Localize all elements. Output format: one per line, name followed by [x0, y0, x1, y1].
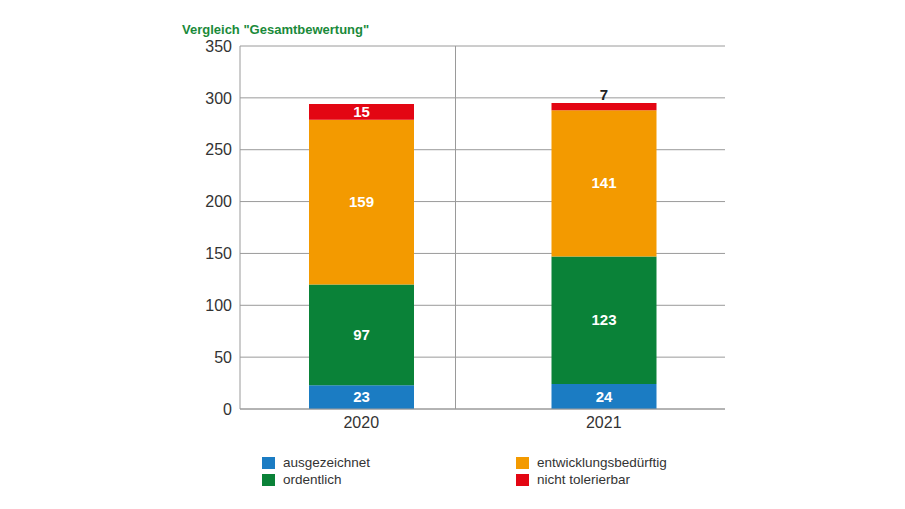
- svg-text:2021: 2021: [586, 414, 622, 431]
- svg-text:7: 7: [600, 86, 608, 103]
- svg-text:0: 0: [223, 401, 232, 418]
- html-text:Vergleich "Gesamtbewertung": Vergleich "Gesamtbewertung": [182, 22, 370, 37]
- svg-text:50: 50: [214, 349, 232, 366]
- svg-text:15: 15: [353, 103, 370, 120]
- svg-text:300: 300: [205, 90, 232, 107]
- svg-text:200: 200: [205, 193, 232, 210]
- svg-text:100: 100: [205, 297, 232, 314]
- svg-text:159: 159: [349, 193, 374, 210]
- svg-text:150: 150: [205, 245, 232, 262]
- svg-text:2020: 2020: [343, 414, 379, 431]
- svg-text:350: 350: [205, 38, 232, 55]
- svg-text:250: 250: [205, 141, 232, 158]
- svg-text:123: 123: [591, 311, 616, 328]
- html-text:entwicklungsbedürftig: entwicklungsbedürftig: [537, 455, 667, 470]
- svg-text:23: 23: [353, 388, 370, 405]
- html-text:ausgezeichnet: ausgezeichnet: [283, 455, 371, 470]
- svg-text:141: 141: [591, 174, 616, 191]
- html-text:nicht tolerierbar: nicht tolerierbar: [537, 472, 630, 487]
- svg-text:97: 97: [353, 326, 370, 343]
- html-text:ordentlich: ordentlich: [283, 472, 342, 487]
- svg-text:24: 24: [596, 388, 613, 405]
